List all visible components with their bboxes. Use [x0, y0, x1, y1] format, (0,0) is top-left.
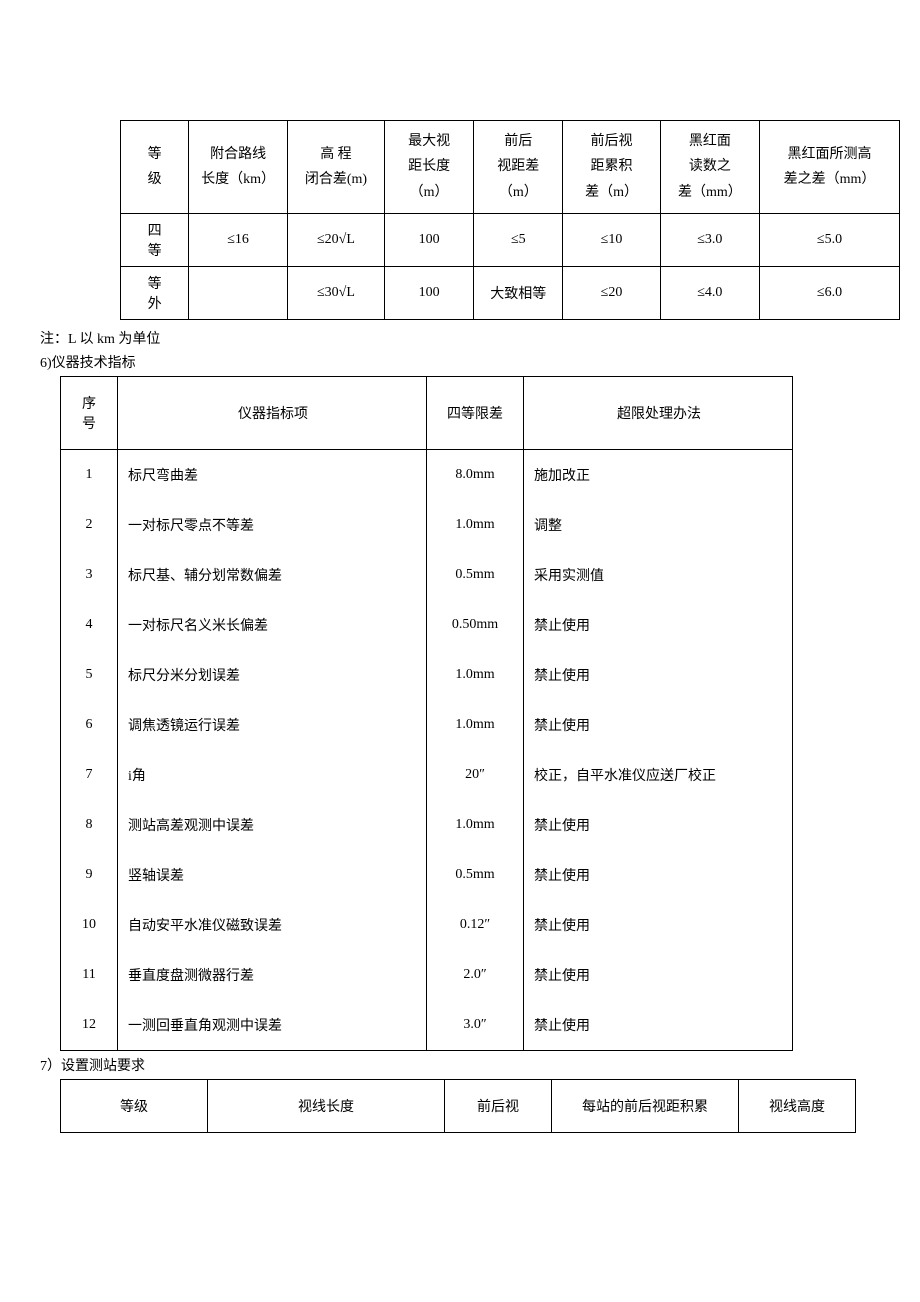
t3-h3: 每站的前后视距积累: [552, 1080, 739, 1133]
t2-r10c1: 垂直度盘测微器行差: [118, 950, 427, 1000]
t2-r0c2: 8.0mm: [427, 450, 524, 501]
t3-h2: 前后视: [445, 1080, 552, 1133]
t1-r0c3: 100: [385, 214, 474, 267]
t2-r7c2: 1.0mm: [427, 800, 524, 850]
section6-title: 6)仪器技术指标: [40, 352, 900, 372]
t1-r1c3: 100: [385, 267, 474, 320]
t2-r3c3: 禁止使用: [524, 600, 793, 650]
t2-r8c2: 0.5mm: [427, 850, 524, 900]
t2-r8c3: 禁止使用: [524, 850, 793, 900]
t1-h0: 等级: [121, 121, 189, 214]
t2-r0c3: 施加改正: [524, 450, 793, 501]
t1-h2: 高 程闭合差(m): [287, 121, 384, 214]
t1-r1c1: [189, 267, 288, 320]
t3-h0: 等级: [61, 1080, 208, 1133]
t2-r4c0: 5: [61, 650, 118, 700]
t1-h7: 黑红面所测高差之差（mm）: [760, 121, 900, 214]
t1-h6: 黑红面读数之差（mm）: [660, 121, 759, 214]
t2-r3c2: 0.50mm: [427, 600, 524, 650]
t2-r1c1: 一对标尺零点不等差: [118, 500, 427, 550]
t2-r7c0: 8: [61, 800, 118, 850]
t2-r5c1: 调焦透镜运行误差: [118, 700, 427, 750]
t1-r0c6: ≤3.0: [660, 214, 759, 267]
t2-r11c2: 3.0″: [427, 1000, 524, 1051]
t2-r10c2: 2.0″: [427, 950, 524, 1000]
t2-r9c0: 10: [61, 900, 118, 950]
t2-r9c2: 0.12″: [427, 900, 524, 950]
t2-r2c1: 标尺基、辅分划常数偏差: [118, 550, 427, 600]
t1-r1c4: 大致相等: [474, 267, 563, 320]
t2-h0: 序号: [61, 377, 118, 450]
t2-r1c2: 1.0mm: [427, 500, 524, 550]
t1-r0c5: ≤10: [563, 214, 660, 267]
t2-r9c1: 自动安平水准仪磁致误差: [118, 900, 427, 950]
t2-r6c1: i角: [118, 750, 427, 800]
t2-r0c1: 标尺弯曲差: [118, 450, 427, 501]
t1-r0c4: ≤5: [474, 214, 563, 267]
leveling-tolerance-table: 等级 附合路线长度（km） 高 程闭合差(m) 最大视距长度（m） 前后视距差（…: [120, 120, 900, 320]
t2-r5c2: 1.0mm: [427, 700, 524, 750]
t2-r4c3: 禁止使用: [524, 650, 793, 700]
t2-r4c1: 标尺分米分划误差: [118, 650, 427, 700]
t2-r6c2: 20″: [427, 750, 524, 800]
t1-r0c2: ≤20√L: [287, 214, 384, 267]
section7-title: 7）设置测站要求: [40, 1055, 900, 1075]
t2-r7c3: 禁止使用: [524, 800, 793, 850]
t2-h1: 仪器指标项: [118, 377, 427, 450]
t1-r0c7: ≤5.0: [760, 214, 900, 267]
t2-r5c0: 6: [61, 700, 118, 750]
t2-r3c1: 一对标尺名义米长偏差: [118, 600, 427, 650]
t2-r11c1: 一测回垂直角观测中误差: [118, 1000, 427, 1051]
t2-r5c3: 禁止使用: [524, 700, 793, 750]
t2-r6c0: 7: [61, 750, 118, 800]
t2-r10c0: 11: [61, 950, 118, 1000]
t1-r0c1: ≤16: [189, 214, 288, 267]
t2-r11c0: 12: [61, 1000, 118, 1051]
t3-h4: 视线高度: [739, 1080, 856, 1133]
t2-r2c2: 0.5mm: [427, 550, 524, 600]
t1-h4: 前后视距差（m）: [474, 121, 563, 214]
t2-r6c3: 校正，自平水准仪应送厂校正: [524, 750, 793, 800]
t1-r1c5: ≤20: [563, 267, 660, 320]
t2-r8c1: 竖轴误差: [118, 850, 427, 900]
t1-h5: 前后视距累积差（m）: [563, 121, 660, 214]
t2-r1c0: 2: [61, 500, 118, 550]
t1-r1c6: ≤4.0: [660, 267, 759, 320]
instrument-spec-table: 序号 仪器指标项 四等限差 超限处理办法 1标尺弯曲差8.0mm施加改正 2一对标…: [60, 376, 793, 1051]
t1-h3: 最大视距长度（m）: [385, 121, 474, 214]
t1-h1: 附合路线长度（km）: [189, 121, 288, 214]
t2-r7c1: 测站高差观测中误差: [118, 800, 427, 850]
t3-h1: 视线长度: [208, 1080, 445, 1133]
t2-r11c3: 禁止使用: [524, 1000, 793, 1051]
t1-r1c0: 等外: [121, 267, 189, 320]
t1-r1c7: ≤6.0: [760, 267, 900, 320]
note-text: 注：L 以 km 为单位: [40, 328, 900, 348]
t2-r0c0: 1: [61, 450, 118, 501]
t2-r2c0: 3: [61, 550, 118, 600]
t2-r9c3: 禁止使用: [524, 900, 793, 950]
station-requirement-table: 等级 视线长度 前后视 每站的前后视距积累 视线高度: [60, 1079, 856, 1133]
t2-h2: 四等限差: [427, 377, 524, 450]
t2-h3: 超限处理办法: [524, 377, 793, 450]
t2-r1c3: 调整: [524, 500, 793, 550]
t2-r4c2: 1.0mm: [427, 650, 524, 700]
t1-r0c0: 四等: [121, 214, 189, 267]
t2-r3c0: 4: [61, 600, 118, 650]
t2-r2c3: 采用实测值: [524, 550, 793, 600]
t2-r8c0: 9: [61, 850, 118, 900]
t1-r1c2: ≤30√L: [287, 267, 384, 320]
t2-r10c3: 禁止使用: [524, 950, 793, 1000]
